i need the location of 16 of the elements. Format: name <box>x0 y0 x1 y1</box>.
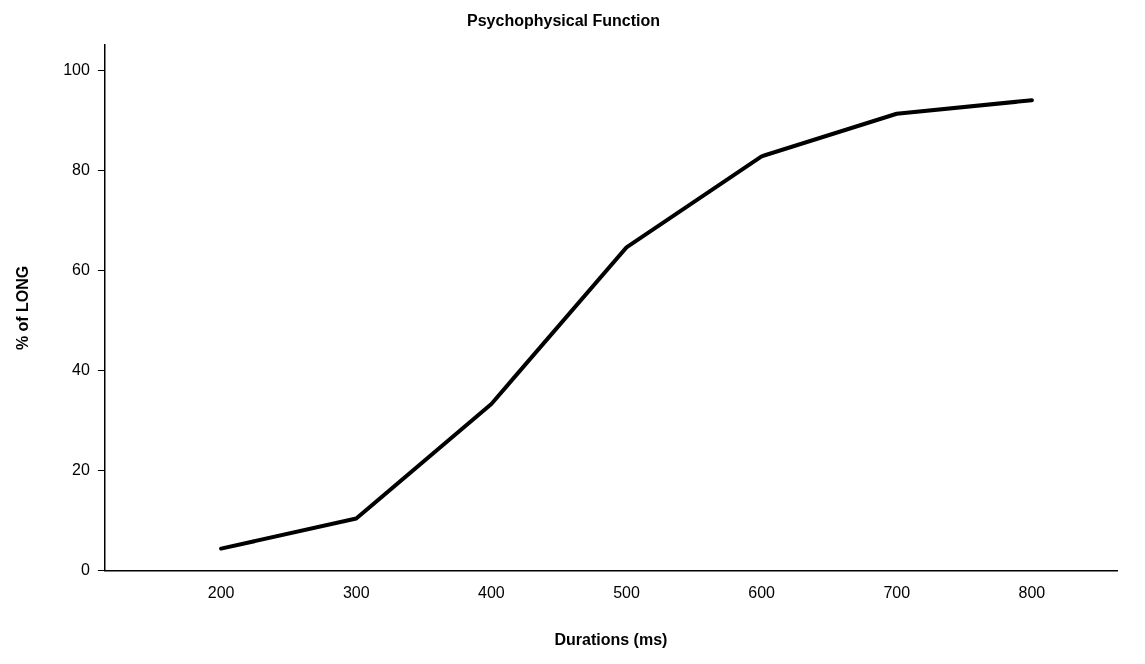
y-tick-label: 100 <box>63 60 90 78</box>
x-axis-title: Durations (ms) <box>554 630 668 648</box>
y-tick-label: 40 <box>72 360 90 378</box>
x-tick-label: 300 <box>342 583 370 601</box>
y-tick-label: 80 <box>72 160 90 178</box>
y-tick-label: 20 <box>72 460 90 478</box>
x-tick-label: 800 <box>1018 583 1046 601</box>
x-tick-label: 500 <box>613 583 640 601</box>
x-tick-label: 400 <box>478 583 505 601</box>
chart-title: Psychophysical Function <box>467 12 660 30</box>
y-tick-label: 0 <box>80 561 90 579</box>
x-tick-label: 700 <box>883 583 911 601</box>
x-tick-label: 200 <box>207 583 235 601</box>
y-tick-label: 60 <box>72 260 90 278</box>
x-tick-label: 600 <box>748 583 776 601</box>
y-axis-title: % of LONG <box>14 265 32 351</box>
